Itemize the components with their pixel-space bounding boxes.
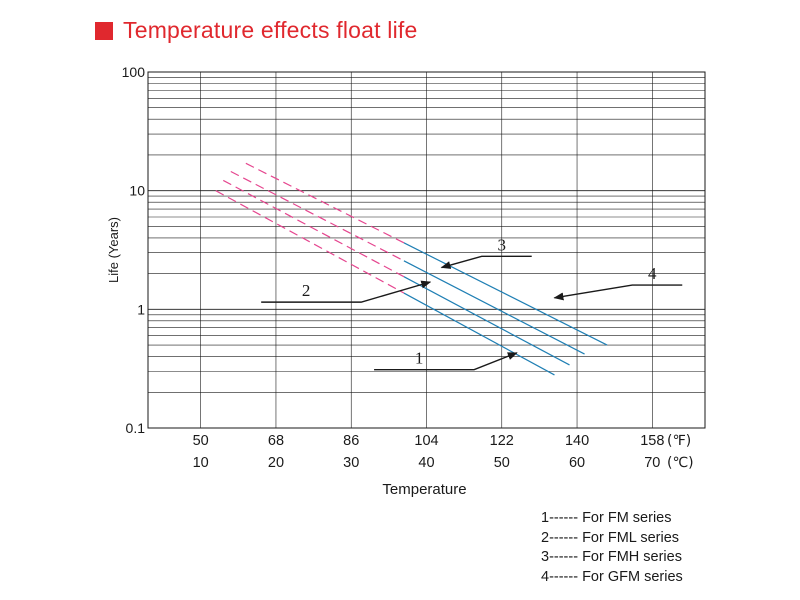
callout-label-4: 4 bbox=[648, 264, 657, 283]
callout-arrow-1 bbox=[374, 352, 518, 371]
series-4-solid-line bbox=[403, 242, 608, 346]
x-tick-label-celsius: 30 bbox=[343, 455, 359, 471]
x-tick-label-fahrenheit: 104 bbox=[414, 433, 438, 449]
series-4-dashed-line bbox=[245, 162, 405, 244]
x-tick-label-fahrenheit: 68 bbox=[268, 433, 284, 449]
legend-item-4: 4------ For GFM series bbox=[541, 568, 683, 585]
unit-celsius: (℃) bbox=[667, 455, 694, 471]
title-marker-square bbox=[95, 21, 113, 40]
chart-title: Temperature effects float life bbox=[123, 17, 418, 43]
y-tick-label: 10 bbox=[129, 183, 145, 199]
x-tick-label-fahrenheit: 158 bbox=[640, 433, 664, 449]
series-2-dashed-line bbox=[222, 179, 405, 278]
x-tick-label-celsius: 40 bbox=[418, 455, 434, 471]
callout-arrow-3 bbox=[440, 255, 532, 269]
x-tick-label-celsius: 20 bbox=[268, 455, 284, 471]
series-3-dashed-line bbox=[230, 170, 405, 262]
callout-arrow-4 bbox=[553, 284, 683, 301]
y-tick-label: 100 bbox=[122, 64, 146, 80]
x-tick-label-celsius: 50 bbox=[494, 455, 510, 471]
y-tick-label: 1 bbox=[137, 301, 145, 317]
x-tick-label-fahrenheit: 122 bbox=[490, 433, 514, 449]
x-axis-title: Temperature bbox=[382, 481, 466, 498]
series-2-solid-line bbox=[403, 276, 570, 366]
legend-item-3: 3------ For FMH series bbox=[541, 549, 682, 565]
x-tick-label-celsius: 60 bbox=[569, 455, 585, 471]
chart-title-bar: Temperature effects float life bbox=[95, 17, 418, 44]
chart-legend: 1------ For FM series 2------ For FML se… bbox=[541, 509, 683, 587]
y-axis-title: Life (Years) bbox=[106, 217, 121, 283]
callout-label-2: 2 bbox=[302, 281, 311, 300]
callout-label-3: 3 bbox=[497, 235, 506, 254]
series-1-solid-line bbox=[403, 292, 555, 376]
x-tick-label-fahrenheit: 140 bbox=[565, 433, 589, 449]
x-tick-label-fahrenheit: 50 bbox=[193, 433, 209, 449]
x-tick-label-celsius: 10 bbox=[193, 455, 209, 471]
legend-item-2: 2------ For FML series bbox=[541, 529, 680, 546]
x-tick-label-fahrenheit: 86 bbox=[343, 433, 359, 449]
unit-fahrenheit: (℉) bbox=[667, 433, 691, 449]
y-tick-label: 0.1 bbox=[126, 420, 146, 436]
series-3-solid-line bbox=[403, 260, 585, 355]
callout-label-1: 1 bbox=[415, 349, 424, 368]
legend-item-1: 1------ For FM series bbox=[541, 510, 672, 526]
plot-frame bbox=[147, 71, 706, 429]
series-1-dashed-line bbox=[215, 190, 405, 294]
x-tick-label-celsius: 70 bbox=[644, 455, 660, 471]
callout-arrow-2 bbox=[261, 280, 432, 303]
